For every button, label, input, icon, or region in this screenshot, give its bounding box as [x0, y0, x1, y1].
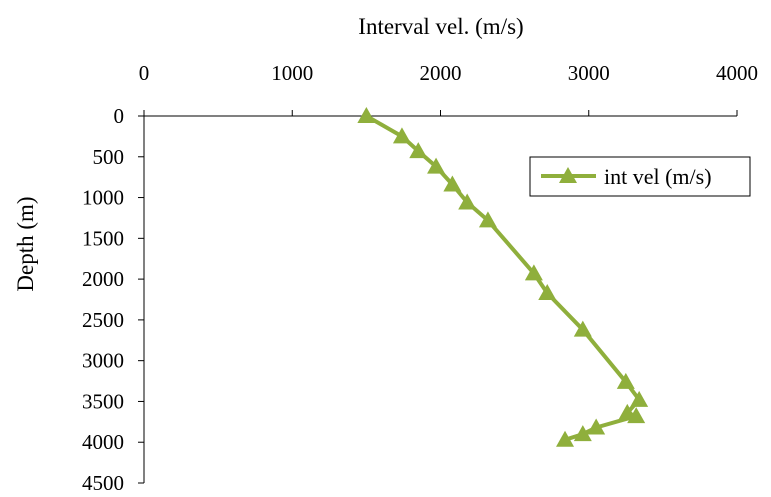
legend-marker	[559, 167, 577, 183]
y-tick-label: 3500	[82, 389, 124, 413]
data-point-marker	[556, 430, 575, 447]
y-axis-title: Depth (m)	[13, 196, 38, 291]
y-tick-label: 500	[93, 145, 125, 169]
x-tick-label: 0	[139, 61, 150, 85]
x-axis-ticks: 0 1000 2000 3000 4000	[139, 61, 758, 116]
data-point-marker	[392, 127, 411, 144]
data-point-marker	[443, 175, 462, 192]
x-axis-title: Interval vel. (m/s)	[358, 14, 523, 39]
y-tick-label: 2500	[82, 308, 124, 332]
data-point-marker	[478, 211, 497, 228]
data-point-marker	[627, 407, 646, 424]
data-point-marker	[458, 193, 477, 210]
y-tick-label: 1000	[82, 186, 124, 210]
axes	[143, 115, 737, 483]
y-tick-label: 1500	[82, 226, 124, 250]
data-point-marker	[587, 418, 606, 435]
data-point-marker	[616, 372, 635, 389]
data-point-marker	[573, 320, 592, 337]
x-tick-label: 2000	[420, 61, 462, 85]
data-point-marker	[357, 107, 376, 123]
y-tick-label: 4000	[82, 430, 124, 454]
x-tick-label: 4000	[716, 61, 758, 85]
data-point-marker	[409, 142, 428, 159]
x-tick-label: 3000	[568, 61, 610, 85]
y-tick-label: 0	[114, 104, 125, 128]
data-point-marker	[538, 283, 557, 300]
legend-label: int vel (m/s)	[604, 164, 712, 189]
data-point-marker	[524, 264, 543, 281]
series-layer	[357, 107, 649, 447]
y-tick-label: 2000	[82, 267, 124, 291]
y-axis-ticks: 0 500 1000 1500 2000 2500 3000 3500 4000 4500	[82, 104, 144, 495]
data-point-marker	[630, 390, 649, 407]
data-point-marker	[573, 425, 592, 442]
legend: int vel (m/s)	[529, 156, 751, 197]
x-tick-label: 1000	[271, 61, 313, 85]
data-point-marker	[427, 157, 446, 174]
y-tick-label: 4500	[82, 471, 124, 495]
y-tick-label: 3000	[82, 349, 124, 373]
